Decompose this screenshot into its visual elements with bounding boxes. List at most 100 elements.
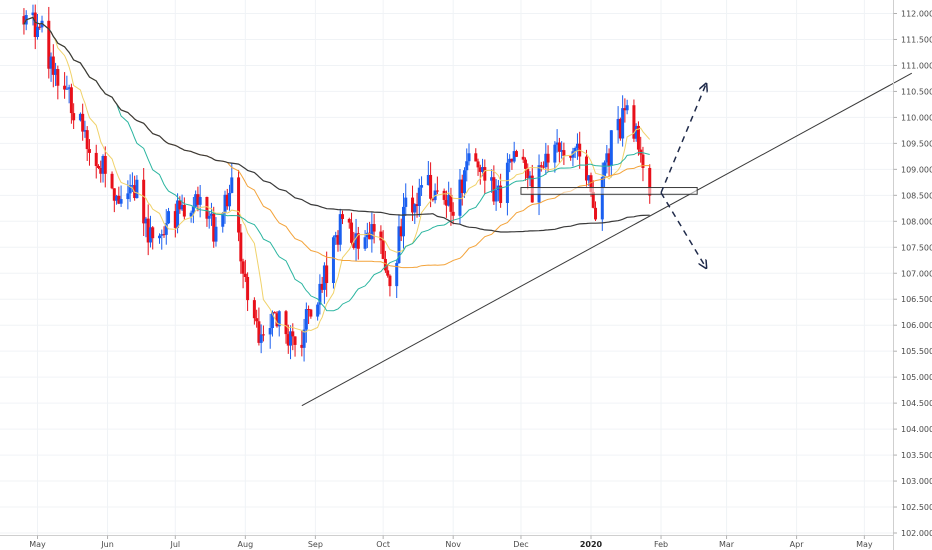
candle-up	[36, 26, 39, 38]
candle-up	[189, 212, 193, 217]
candle-down	[284, 311, 288, 335]
support-trendline	[301, 72, 913, 407]
candle-up	[135, 179, 139, 199]
candle-down	[607, 153, 611, 166]
candle-up	[157, 235, 161, 239]
candle-down	[273, 312, 277, 314]
price-tick-label: 108.000	[901, 217, 932, 226]
time-tick-label: Nov	[445, 540, 461, 549]
candle-up	[512, 151, 516, 162]
candle-up	[318, 283, 322, 305]
candle-up	[115, 195, 119, 201]
candle-up	[49, 56, 53, 69]
candle-down	[372, 224, 376, 232]
candle-down	[641, 154, 645, 168]
price-tick-label: 103.000	[901, 477, 932, 486]
candle-up	[230, 177, 234, 193]
candle-down	[444, 199, 448, 206]
candle-down	[557, 142, 561, 152]
time-tick-label: Jun	[100, 540, 114, 549]
candle-up	[67, 87, 71, 89]
price-tick-label: 107.500	[901, 243, 932, 252]
candle-up	[625, 105, 629, 111]
time-tick-label: Apr	[790, 540, 805, 549]
candle-down	[212, 213, 216, 242]
price-tick-label: 104.500	[901, 399, 932, 408]
candle-down	[542, 166, 546, 168]
price-tick-label: 109.000	[901, 165, 932, 174]
candle-down	[142, 179, 146, 224]
candle-up	[164, 223, 168, 235]
candle-down	[411, 197, 415, 213]
candle-down	[594, 207, 598, 220]
candle-down	[381, 240, 385, 259]
candle-down	[429, 174, 433, 199]
candle-down	[81, 113, 85, 132]
candle-down	[379, 231, 383, 241]
candle-down	[386, 270, 390, 276]
candle-up	[467, 153, 471, 162]
grid-lines	[0, 0, 893, 535]
time-axis[interactable]: May Jun Jul Aug Sep Oct Nov Dec 2020 Feb Mar Apr May	[0, 535, 893, 550]
candle-up	[365, 232, 369, 238]
candle-up	[270, 312, 274, 329]
time-tick-label: Dec	[513, 540, 528, 549]
candle-up	[334, 235, 338, 238]
candle-down	[293, 336, 297, 345]
time-tick-label: 2020	[580, 540, 603, 549]
candle-down	[291, 331, 295, 337]
candle-up	[573, 148, 577, 152]
candle-up	[395, 262, 399, 287]
price-tick-label: 105.000	[901, 373, 932, 382]
candle-up	[528, 175, 532, 179]
price-tick-label: 110.000	[901, 113, 932, 122]
candle-down	[499, 185, 503, 203]
time-tick-label: Oct	[376, 540, 390, 549]
candle-up	[160, 234, 164, 236]
candle-up	[458, 179, 462, 216]
candle-up	[505, 162, 509, 203]
candle-up	[101, 155, 105, 174]
candle-down	[103, 155, 107, 174]
candle-down	[252, 300, 256, 319]
candle-down	[623, 108, 627, 111]
candle-down	[51, 56, 55, 75]
candle-up	[338, 214, 342, 245]
candle-up	[221, 213, 225, 227]
candle-up	[603, 162, 607, 178]
candle-up	[417, 187, 421, 207]
ma-fast-line	[23, 16, 651, 333]
candle-down	[415, 204, 419, 207]
candle-up	[316, 304, 320, 317]
candle-down	[239, 232, 243, 262]
price-tick-label: 103.500	[901, 451, 932, 460]
candle-up	[354, 233, 358, 248]
candle-up	[413, 204, 417, 213]
price-tick-label: 111.500	[901, 35, 932, 44]
candle-down	[69, 87, 73, 114]
candle-down	[151, 227, 155, 239]
candle-up	[191, 206, 195, 213]
candle-up	[401, 206, 405, 237]
candle-up	[616, 118, 620, 131]
projection-down-arrow	[660, 192, 706, 268]
price-axis[interactable]: 112.000 111.500 111.000 110.500 110.000 109.5…	[893, 0, 932, 550]
candle-down	[476, 161, 480, 168]
candle-up	[634, 125, 638, 139]
candle-up	[167, 211, 171, 224]
candle-up	[268, 328, 272, 335]
candle-up	[571, 151, 575, 158]
candle-up	[302, 329, 306, 348]
candle-down	[94, 152, 98, 167]
candle-up	[397, 226, 401, 263]
candle-up	[481, 167, 485, 172]
candle-down	[99, 168, 103, 174]
candle-up	[214, 226, 218, 242]
candle-up	[130, 185, 134, 187]
candle-down	[618, 118, 622, 139]
annotations	[301, 72, 913, 407]
candle-down	[110, 173, 114, 189]
candle-down	[72, 113, 76, 121]
candle-up	[600, 177, 604, 220]
candle-up	[228, 192, 232, 207]
